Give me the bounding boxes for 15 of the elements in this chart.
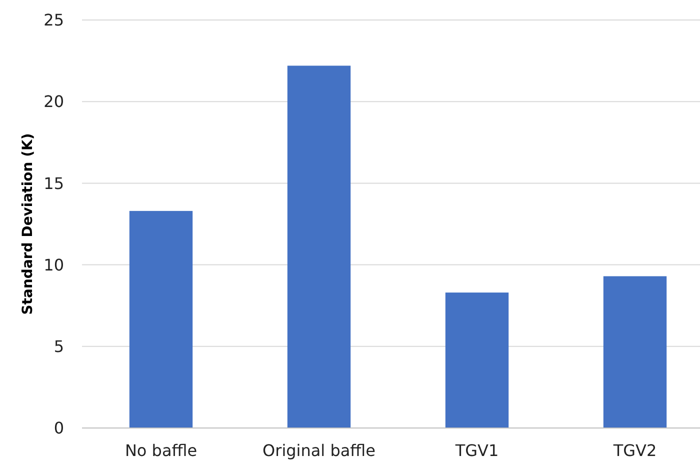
- y-tick-label: 15: [44, 174, 64, 193]
- x-tick-label: TGV1: [454, 441, 499, 460]
- y-tick-label: 10: [44, 255, 64, 274]
- y-tick-label: 5: [54, 337, 64, 356]
- bar: [129, 210, 193, 428]
- bar: [287, 66, 351, 428]
- y-tick-label: 20: [44, 92, 64, 112]
- y-axis-title: Standard Deviation (K): [20, 133, 36, 315]
- x-tick-label: TGV2: [612, 441, 657, 460]
- bar: [445, 292, 509, 428]
- y-tick-label: 25: [44, 10, 64, 30]
- bar: [603, 276, 667, 428]
- x-tick-label: Original baffle: [262, 441, 376, 460]
- x-tick-label: No baffle: [124, 441, 198, 460]
- y-tick-label: 0: [54, 418, 64, 438]
